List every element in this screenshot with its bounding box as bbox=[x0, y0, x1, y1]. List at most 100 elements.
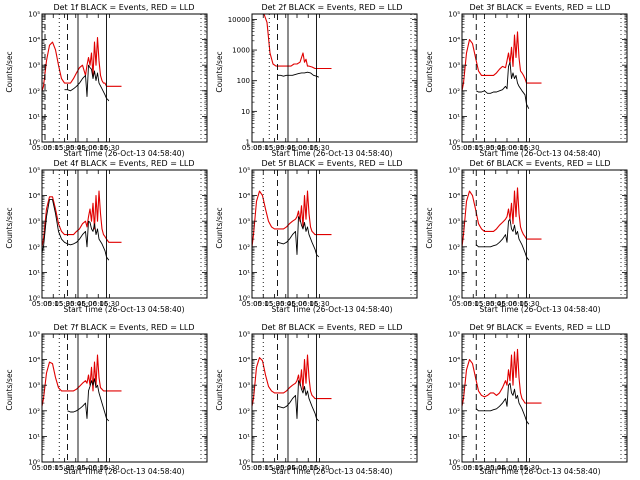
panel-det-3f: Det 3f BLACK = Events, RED = LLD Counts/… bbox=[425, 3, 611, 158]
panel-title: Det 7f BLACK = Events, RED = LLD bbox=[53, 323, 194, 332]
y-tick-label: 10⁴ bbox=[448, 192, 460, 200]
panel-det-5f: Det 5f BLACK = Events, RED = LLD Counts/… bbox=[215, 159, 403, 314]
y-axis-label: Counts/sec bbox=[215, 207, 224, 248]
x-tick-label: 05:00 bbox=[32, 300, 52, 308]
series-lld-line bbox=[255, 13, 332, 70]
y-tick-label: 10² bbox=[28, 243, 40, 251]
y-tick-label: 10³ bbox=[448, 382, 460, 390]
x-tick-label: 05:00 bbox=[452, 144, 472, 152]
y-tick-label: 10⁴ bbox=[28, 192, 40, 200]
panel-det-7f: Det 7f BLACK = Events, RED = LLD Counts/… bbox=[5, 323, 195, 476]
y-tick-label: 10³ bbox=[238, 382, 250, 390]
panel-title: Det 6f BLACK = Events, RED = LLD bbox=[469, 159, 610, 168]
x-tick-label: 05:30 bbox=[474, 464, 494, 472]
x-tick-label: 05:30 bbox=[264, 464, 284, 472]
y-tick-label: 10⁵ bbox=[238, 331, 250, 339]
y-tick-label: 10⁰ bbox=[448, 139, 460, 147]
x-tick-label: 05:30 bbox=[264, 300, 284, 308]
x-tick-label: 06:30 bbox=[309, 300, 329, 308]
x-tick-label: 06:00 bbox=[287, 464, 307, 472]
panel-det-4f: Det 4f BLACK = Events, RED = LLD Counts/… bbox=[5, 159, 195, 314]
x-tick-label: 06:15 bbox=[508, 144, 528, 152]
x-tick-label: 06:00 bbox=[77, 300, 97, 308]
y-axis-label: Counts/sec bbox=[215, 369, 224, 410]
plot-frame bbox=[41, 13, 208, 143]
x-tick-label: 05:15 bbox=[43, 464, 63, 472]
x-tick-label: 05:45 bbox=[66, 144, 86, 152]
y-axis-label: Counts/sec bbox=[5, 51, 14, 92]
series-events-line bbox=[475, 382, 530, 425]
y-tick-label: 10³ bbox=[238, 218, 250, 226]
y-tick-label: 10⁴ bbox=[448, 36, 460, 44]
y-tick-label: 10² bbox=[28, 87, 40, 95]
series-events-line bbox=[277, 71, 319, 78]
y-tick-label: 10² bbox=[448, 407, 460, 415]
series-lld-line bbox=[41, 354, 122, 407]
x-tick-label: 06:30 bbox=[519, 300, 539, 308]
x-tick-label: 05:45 bbox=[486, 300, 506, 308]
panel-det-1f: Det 1f BLACK = Events, RED = LLD Counts/… bbox=[5, 3, 195, 158]
panel-det-8f: Det 8f BLACK = Events, RED = LLD Counts/… bbox=[215, 323, 403, 476]
x-tick-label: 05:30 bbox=[54, 464, 74, 472]
x-tick-label: 06:30 bbox=[519, 464, 539, 472]
series-events-line bbox=[67, 378, 110, 422]
series-events-line bbox=[41, 199, 110, 261]
x-axis-label: Start Time (26-Oct-13 04:58:40) bbox=[63, 149, 184, 158]
y-axis-label: Counts/sec bbox=[5, 369, 14, 410]
series-events-line bbox=[475, 218, 530, 261]
plot-frame bbox=[461, 13, 628, 143]
x-tick-label: 06:15 bbox=[508, 300, 528, 308]
y-tick-label: 10³ bbox=[448, 218, 460, 226]
x-axis-label: Start Time (26-Oct-13 04:58:40) bbox=[63, 305, 184, 314]
x-tick-label: 05:45 bbox=[66, 464, 86, 472]
y-tick-label: 10⁴ bbox=[448, 356, 460, 364]
panel-title: Det 2f BLACK = Events, RED = LLD bbox=[261, 3, 402, 12]
series-events-line bbox=[277, 216, 320, 258]
x-tick-label: 05:30 bbox=[54, 300, 74, 308]
x-tick-label: 05:30 bbox=[474, 300, 494, 308]
y-tick-label: 10³ bbox=[28, 62, 40, 70]
y-tick-label: 10² bbox=[238, 407, 250, 415]
y-tick-label: 10² bbox=[448, 243, 460, 251]
x-tick-label: 05:15 bbox=[43, 144, 63, 152]
series-lld-line bbox=[461, 31, 542, 91]
y-tick-label: 10⁰ bbox=[28, 459, 40, 467]
x-tick-label: 05:15 bbox=[463, 464, 483, 472]
panel-title: Det 8f BLACK = Events, RED = LLD bbox=[261, 323, 402, 332]
y-tick-label: 10⁰ bbox=[28, 295, 40, 303]
plot-frame bbox=[251, 333, 418, 463]
panel-det-6f: Det 6f BLACK = Events, RED = LLD Counts/… bbox=[425, 159, 611, 314]
y-tick-label: 10¹ bbox=[28, 433, 40, 441]
x-tick-label: 05:45 bbox=[276, 144, 296, 152]
plot-frame bbox=[41, 169, 208, 299]
x-axis-label: Start Time (26-Oct-13 04:58:40) bbox=[271, 467, 392, 476]
plot-frame bbox=[251, 169, 418, 299]
y-axis-label: Counts/sec bbox=[215, 51, 224, 92]
plot-area: 10⁰10¹10²10³10⁴10⁵05:0005:1505:3005:4506… bbox=[238, 167, 418, 308]
x-tick-label: 05:00 bbox=[242, 300, 262, 308]
y-tick-label: 10¹ bbox=[238, 433, 250, 441]
x-tick-label: 06:30 bbox=[99, 144, 119, 152]
y-tick-label: 10³ bbox=[448, 62, 460, 70]
x-axis-label: Start Time (26-Oct-13 04:58:40) bbox=[271, 149, 392, 158]
y-tick-label: 10⁴ bbox=[28, 36, 40, 44]
y-tick-label: 100 bbox=[237, 77, 250, 85]
panel-title: Det 5f BLACK = Events, RED = LLD bbox=[261, 159, 402, 168]
x-tick-label: 06:30 bbox=[99, 464, 119, 472]
y-tick-label: 10⁵ bbox=[28, 331, 40, 339]
x-tick-label: 05:45 bbox=[486, 144, 506, 152]
x-tick-label: 06:15 bbox=[298, 464, 318, 472]
y-tick-label: 10² bbox=[448, 87, 460, 95]
y-tick-label: 10¹ bbox=[448, 433, 460, 441]
plot-frame bbox=[41, 333, 208, 463]
x-tick-label: 06:15 bbox=[298, 144, 318, 152]
plot-frame bbox=[251, 13, 418, 143]
x-tick-label: 05:15 bbox=[253, 144, 273, 152]
y-tick-label: 10⁵ bbox=[28, 167, 40, 175]
y-axis-label: Counts/sec bbox=[425, 51, 434, 92]
y-tick-label: 10⁵ bbox=[238, 167, 250, 175]
x-tick-label: 06:00 bbox=[287, 144, 307, 152]
x-tick-label: 06:15 bbox=[88, 144, 108, 152]
x-tick-label: 05:00 bbox=[32, 464, 52, 472]
plot-area: 10⁰10¹10²10³10⁴10⁵05:0005:1505:3005:4506… bbox=[28, 331, 208, 472]
